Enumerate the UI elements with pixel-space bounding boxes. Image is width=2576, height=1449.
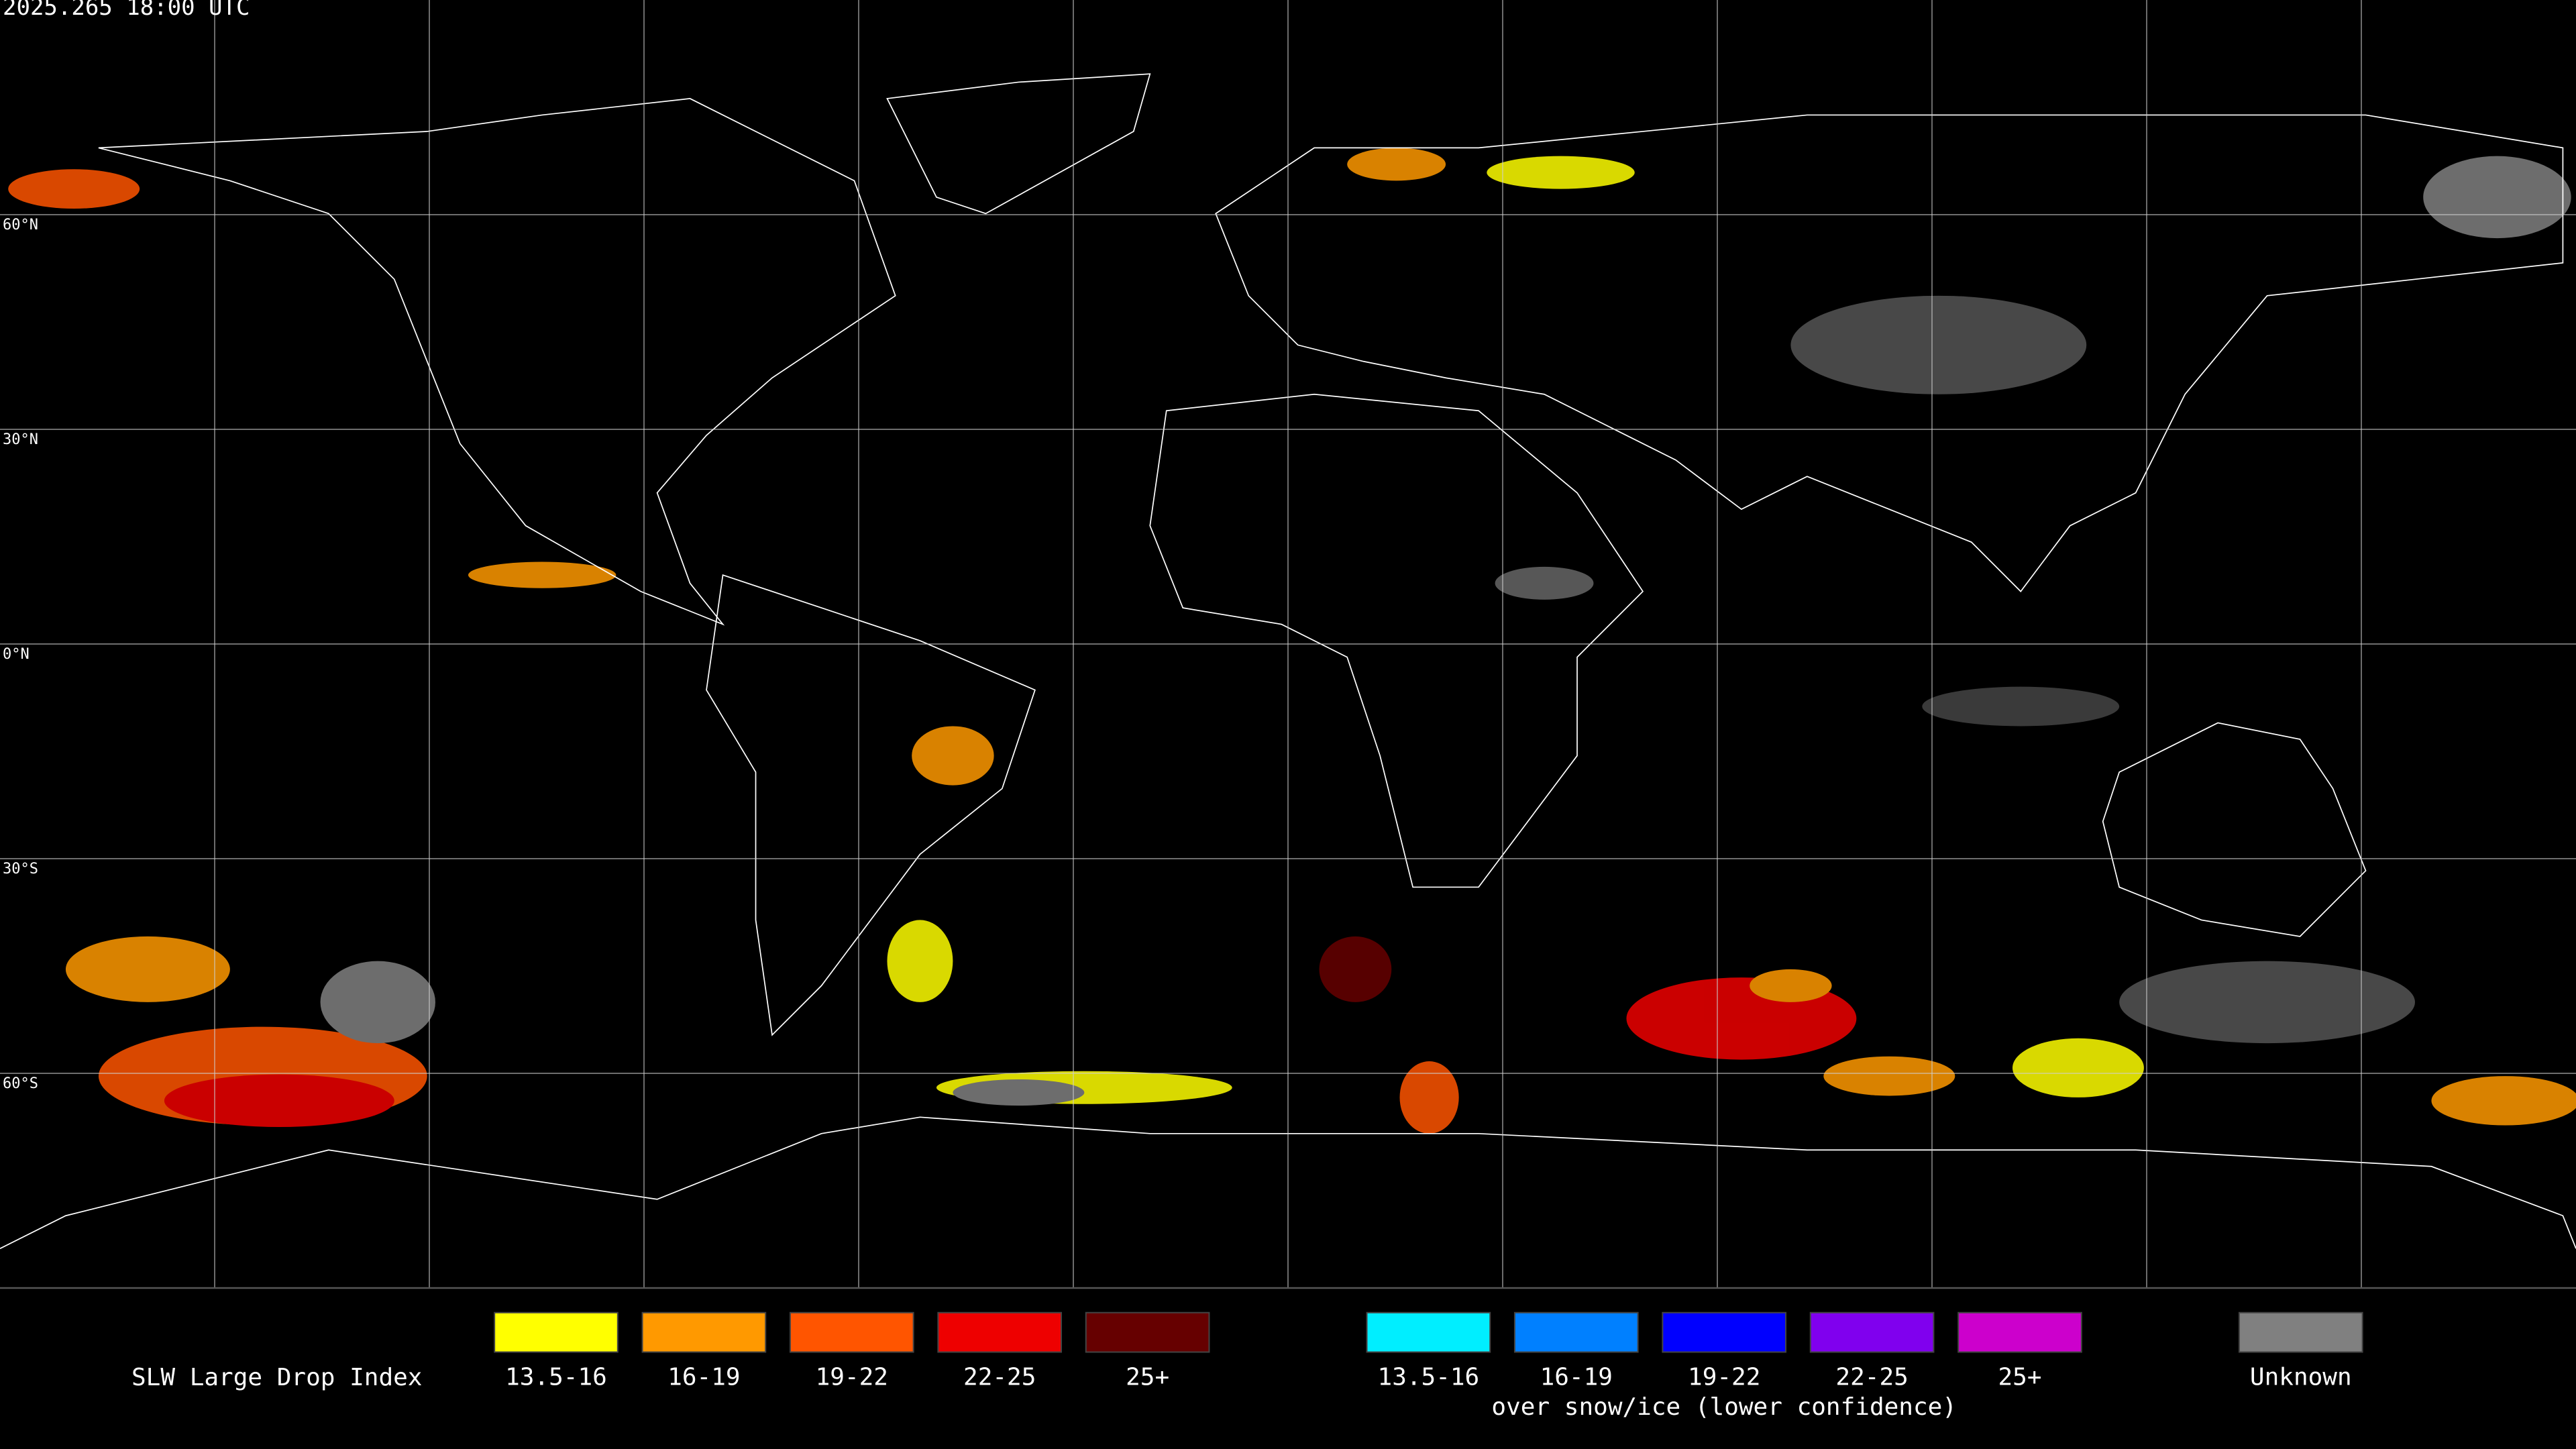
cloud-patch (320, 961, 435, 1044)
cloud-patch (1399, 1061, 1459, 1134)
legend-swatch (937, 1311, 1063, 1353)
coastline (1149, 393, 1644, 888)
coastline (1215, 114, 2564, 592)
legend-label: 16-19 (1540, 1364, 1613, 1391)
cloud-patch (2423, 156, 2571, 239)
legend-label: 22-25 (963, 1364, 1036, 1391)
latitude-label: 0°N (3, 646, 30, 663)
legend-swatch (1513, 1311, 1639, 1353)
legend-label: 25+ (1998, 1364, 2042, 1391)
cloud-patches (8, 148, 2576, 1134)
legend-label: 19-22 (816, 1364, 888, 1391)
legend-label: 13.5-16 (505, 1364, 607, 1391)
legend-swatch (1809, 1311, 1935, 1353)
cloud-patch (1750, 969, 1832, 1002)
cloud-patch (1319, 936, 1392, 1002)
coastline (706, 574, 1036, 1036)
cloud-patch (8, 169, 140, 209)
legend-swatch (641, 1311, 767, 1353)
legend-label: 22-25 (1835, 1364, 1908, 1391)
legend-swatch (1662, 1311, 1787, 1353)
coastline (98, 98, 896, 626)
legend-title: SLW Large Drop Index (131, 1364, 422, 1391)
cloud-patch (2431, 1076, 2576, 1126)
cloud-patch (1495, 566, 1594, 600)
cloud-patch (1487, 156, 1635, 189)
legend-label: 19-22 (1688, 1364, 1760, 1391)
legend-label: 13.5-16 (1378, 1364, 1480, 1391)
legend-caption: over snow/ice (lower confidence) (1491, 1393, 1957, 1421)
latitude-label: 30°N (3, 431, 38, 448)
cloud-patch (1347, 148, 1446, 181)
cloud-patch (953, 1079, 1085, 1106)
legend-label: 25+ (1126, 1364, 1169, 1391)
cloud-patch (164, 1074, 394, 1128)
legend-swatch (1085, 1311, 1210, 1353)
legend-label: Unknown (2250, 1364, 2352, 1391)
cloud-patch (2119, 961, 2416, 1044)
map-layer (0, 0, 2576, 1289)
cloud-patch (887, 920, 953, 1002)
legend-label: 16-19 (667, 1364, 740, 1391)
graticule (0, 0, 2576, 1289)
latitude-label: 30°S (3, 861, 38, 877)
cloud-patch (468, 561, 616, 588)
coastline (2102, 722, 2367, 937)
legend-swatch (1957, 1311, 2082, 1353)
cloud-patch (1823, 1056, 1955, 1096)
legend-swatch (1366, 1311, 1491, 1353)
legend-swatch (789, 1311, 914, 1353)
cloud-patch (65, 936, 230, 1002)
cloud-patch (1922, 686, 2120, 727)
legend-swatch (2238, 1311, 2363, 1353)
legend-swatch (494, 1311, 619, 1353)
cloud-patch (1790, 295, 2087, 394)
cloud-patch (912, 726, 994, 786)
cloud-patch (2012, 1038, 2144, 1097)
latitude-label: 60°N (3, 217, 38, 233)
latitude-label: 60°S (3, 1075, 38, 1092)
coastline (886, 73, 1151, 215)
coastline (0, 1116, 2576, 1249)
timestamp: 2025.265 18:00 UTC (3, 0, 250, 21)
